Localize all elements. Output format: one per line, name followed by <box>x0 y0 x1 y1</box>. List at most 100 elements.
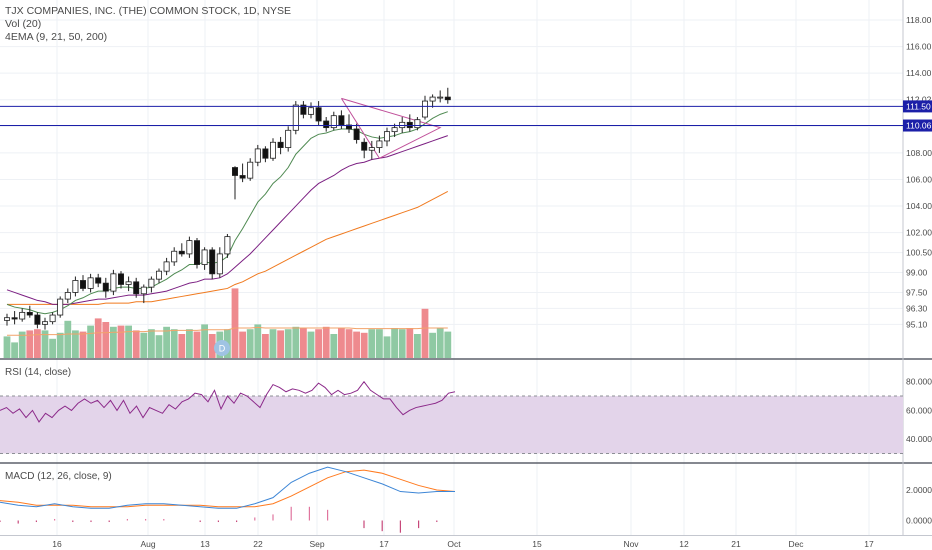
time-tick-label: Aug <box>140 539 155 549</box>
candle-body <box>414 119 421 129</box>
volume-bar <box>353 331 360 358</box>
time-tick-label: 12 <box>679 539 689 549</box>
time-tick-label: 13 <box>200 539 210 549</box>
price-tick-label: 97.50 <box>906 287 928 297</box>
volume-bar <box>360 332 368 358</box>
time-tick-label: 16 <box>52 539 62 549</box>
candle-body <box>178 250 185 255</box>
volume-bar <box>345 329 353 358</box>
candle-body <box>376 140 383 148</box>
volume-bar <box>148 329 155 358</box>
volume-bar <box>132 330 140 358</box>
candle-body <box>4 317 10 321</box>
volume-bar <box>269 329 277 358</box>
volume-bar <box>246 329 254 358</box>
candle-body <box>49 314 56 323</box>
price-label-text: 111.50 <box>906 101 931 111</box>
volume-bar <box>34 329 41 358</box>
candle-body <box>87 277 94 289</box>
candle-body <box>247 161 254 179</box>
volume-bar <box>436 328 444 358</box>
candle-body <box>353 128 360 141</box>
candle-body <box>338 115 345 126</box>
volume-bar <box>391 328 398 358</box>
rsi-tick-label: 80.0000 <box>906 377 932 387</box>
hline-layer[interactable] <box>0 105 903 127</box>
volume-bar <box>368 329 376 358</box>
volume-bar <box>155 335 163 358</box>
candle-body <box>148 278 155 288</box>
volume-bar <box>383 336 391 358</box>
volume-bar <box>79 331 87 358</box>
volume-bar <box>26 330 34 358</box>
volume-bar <box>262 334 269 358</box>
price-tick-label: 96.30 <box>906 303 928 313</box>
volume-bar <box>239 331 246 358</box>
candle-body <box>133 281 140 295</box>
candle-body <box>186 240 193 255</box>
ema-legend[interactable]: 4EMA (9, 21, 50, 200) <box>5 31 108 43</box>
volume-bar <box>3 336 11 358</box>
macd-line <box>0 466 455 509</box>
volume-bar <box>87 325 94 358</box>
price-tick-label: 108.00 <box>906 148 932 158</box>
volume-bar <box>414 334 421 358</box>
rsi-line <box>0 380 456 423</box>
volume-layer <box>3 288 452 358</box>
time-tick-label: 21 <box>731 539 741 549</box>
candle-body <box>307 107 314 115</box>
candle-body <box>444 96 451 101</box>
volume-bar <box>338 328 345 358</box>
candle-body <box>72 280 79 293</box>
volume-bar <box>178 334 186 358</box>
volume-bar <box>56 332 64 358</box>
volume-bar <box>406 328 414 358</box>
volume-bar <box>18 331 26 358</box>
price-label-box <box>903 100 932 113</box>
volume-bar <box>330 334 338 358</box>
candle-body <box>368 147 375 151</box>
candle-body <box>285 129 292 148</box>
time-tick-label: Dec <box>788 539 804 549</box>
volume-bar <box>292 326 300 358</box>
macd-title: MACD (12, 26, close, 9) <box>5 471 112 482</box>
price-tick-label: 100.50 <box>906 248 932 258</box>
candle-layer[interactable] <box>4 87 451 330</box>
price-tick-label: 114.00 <box>906 68 932 78</box>
candle-body <box>11 317 18 320</box>
candle-body <box>254 148 261 163</box>
volume-ma-line <box>7 326 448 336</box>
rsi-title: RSI (14, close) <box>5 367 71 378</box>
volume-bar <box>277 330 284 358</box>
time-tick-label: Oct <box>447 539 461 549</box>
volume-bar <box>170 329 178 358</box>
rsi-tick-label: 40.0000 <box>906 434 932 444</box>
price-tick-label: 118.00 <box>906 15 932 25</box>
grid-layer <box>0 0 932 536</box>
time-tick-label: Sep <box>309 539 324 549</box>
macd-tick-label: 0.0000 <box>906 516 932 526</box>
price-axis-layer: 95.10 96.30 97.50 99.00 100.50 102.00 104.00 10… <box>903 15 932 526</box>
candle-body <box>292 104 299 131</box>
candle-body <box>110 273 117 292</box>
volume-bar <box>72 330 79 358</box>
volume-bar <box>307 331 315 358</box>
candle-body <box>118 273 125 285</box>
volume-legend[interactable]: Vol (20) <box>5 18 42 30</box>
time-tick-label: 15 <box>532 539 542 549</box>
candle-body <box>224 236 231 255</box>
time-tick-label: Nov <box>623 539 639 549</box>
volume-bar <box>102 322 110 358</box>
candle-body <box>42 321 49 325</box>
candle-body <box>155 270 162 280</box>
volume-bar <box>125 325 132 358</box>
volume-bar <box>117 325 125 358</box>
volume-bar <box>41 330 49 358</box>
price-label-text: 110.06 <box>906 121 932 131</box>
dividend-marker[interactable] <box>214 340 230 356</box>
candle-body <box>323 120 330 129</box>
time-tick-label: 22 <box>253 539 263 549</box>
symbol-title[interactable]: TJX COMPANIES, INC. (THE) COMMON STOCK, … <box>5 5 292 17</box>
volume-bar <box>163 326 170 358</box>
